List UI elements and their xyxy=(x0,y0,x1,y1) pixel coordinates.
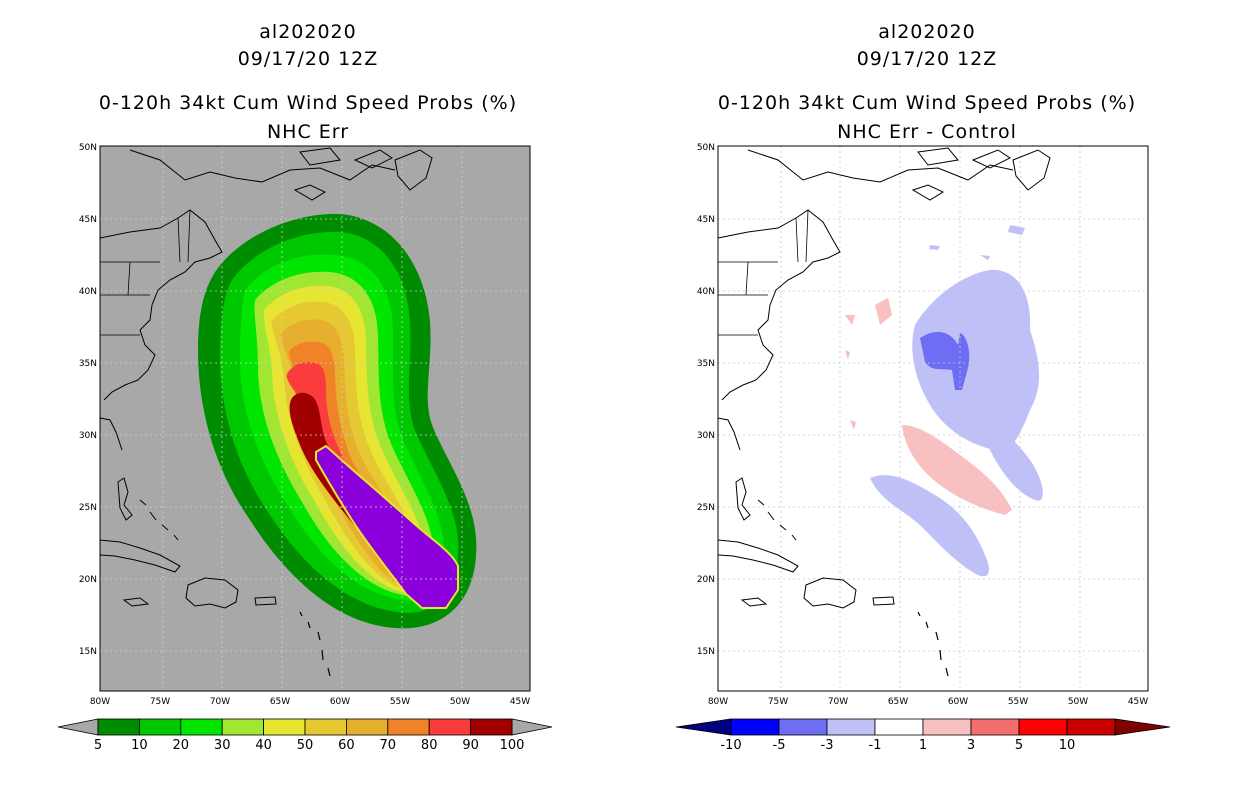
left-lat-label: 20N xyxy=(79,575,97,585)
right-lon-label: 80W xyxy=(708,697,728,707)
right-colorbar-label: -1 xyxy=(869,738,882,753)
right-colorbar-label: -10 xyxy=(720,738,741,753)
right-lon-label: 50W xyxy=(1068,697,1088,707)
left-lon-label: 75W xyxy=(150,697,170,707)
right-lon-label: 70W xyxy=(828,697,848,707)
right-colorbar-swatch xyxy=(826,718,876,736)
right-colorbar-swatch xyxy=(730,718,780,736)
right-colorbar-swatch xyxy=(970,718,1020,736)
left-datetime: 09/17/20 12Z xyxy=(237,48,379,70)
right-product-title: 0-120h 34kt Cum Wind Speed Probs (%) xyxy=(717,92,1137,114)
left-product-title: 0-120h 34kt Cum Wind Speed Probs (%) xyxy=(98,92,518,114)
right-colorbar-label: -3 xyxy=(821,738,834,753)
right-lon-label: 65W xyxy=(888,697,908,707)
left-lat-label: 30N xyxy=(79,431,97,441)
right-lat-label: 45N xyxy=(697,215,715,225)
left-colorbar-swatch xyxy=(345,718,389,736)
left-colorbar-swatch xyxy=(428,718,472,736)
right-colorbar-swatch xyxy=(874,718,924,736)
left-colorbar-label: 30 xyxy=(214,738,231,753)
left-lon-label: 50W xyxy=(450,697,470,707)
left-colorbar-swatch xyxy=(138,718,182,736)
left-colorbar-label: 80 xyxy=(421,738,438,753)
right-lon-label: 55W xyxy=(1008,697,1028,707)
right-lat-labels: 50N 45N 40N 35N 30N 25N 20N 15N xyxy=(697,143,715,657)
left-colorbar-swatch xyxy=(304,718,347,736)
left-colorbar: 5 10 20 30 40 50 60 70 80 90 100 xyxy=(57,718,553,753)
right-colorbar-label: -5 xyxy=(773,738,786,753)
left-grid xyxy=(100,146,530,691)
left-colorbar-swatch xyxy=(263,718,306,736)
left-probability-contours xyxy=(198,213,477,629)
left-map xyxy=(99,145,531,692)
left-colorbar-swatch xyxy=(470,718,513,736)
left-colorbar-swatch xyxy=(97,718,140,736)
right-lon-label: 60W xyxy=(948,697,968,707)
right-lat-label: 40N xyxy=(697,287,715,297)
right-colorbar-label: 1 xyxy=(919,738,927,753)
left-lat-label: 40N xyxy=(79,287,97,297)
right-map xyxy=(717,145,1149,692)
left-lat-label: 25N xyxy=(79,503,97,513)
left-lat-label: 45N xyxy=(79,215,97,225)
left-subtitle: NHC Err xyxy=(266,121,350,143)
right-colorbar-label: 3 xyxy=(967,738,975,753)
left-colorbar-label: 5 xyxy=(94,738,102,753)
right-lat-label: 35N xyxy=(697,359,715,369)
left-colorbar-label: 100 xyxy=(500,738,525,753)
left-lat-label: 50N xyxy=(79,143,97,153)
right-colorbar-swatch xyxy=(1066,718,1116,736)
right-map-frame xyxy=(717,145,1149,692)
right-difference-contours xyxy=(845,225,1043,577)
left-lat-label: 35N xyxy=(79,359,97,369)
left-colorbar-swatch xyxy=(387,718,430,736)
left-lon-labels: 80W 75W 70W 65W 60W 55W 50W 45W xyxy=(90,697,530,707)
right-map-background xyxy=(718,146,1148,691)
left-colorbar-label: 90 xyxy=(462,738,479,753)
left-colorbar-label: 10 xyxy=(131,738,148,753)
left-lon-label: 55W xyxy=(390,697,410,707)
right-colorbar-swatch xyxy=(778,718,828,736)
right-lat-label: 30N xyxy=(697,431,715,441)
left-colorbar-left-arrow xyxy=(57,718,99,736)
left-colorbar-swatch xyxy=(180,718,223,736)
right-colorbar-swatch xyxy=(1018,718,1068,736)
right-colorbar-left-arrow xyxy=(675,718,732,736)
left-lon-label: 80W xyxy=(90,697,110,707)
right-lat-label: 20N xyxy=(697,575,715,585)
right-colorbar-right-arrow xyxy=(1114,718,1171,736)
left-lon-label: 70W xyxy=(210,697,230,707)
right-lon-label: 75W xyxy=(768,697,788,707)
left-colorbar-right-arrow xyxy=(511,718,553,736)
left-lat-labels: 50N 45N 40N 35N 30N 25N 20N 15N xyxy=(79,143,97,657)
right-lat-label: 50N xyxy=(697,143,715,153)
right-colorbar-swatch xyxy=(922,718,972,736)
right-storm-id: al202020 xyxy=(878,21,976,43)
left-lon-label: 65W xyxy=(270,697,290,707)
right-lat-label: 15N xyxy=(697,647,715,657)
left-lon-label: 45W xyxy=(510,697,530,707)
left-colorbar-label: 50 xyxy=(297,738,314,753)
right-lat-label: 25N xyxy=(697,503,715,513)
left-lat-label: 15N xyxy=(79,647,97,657)
right-colorbar-label: 5 xyxy=(1015,738,1023,753)
right-colorbar-label: 10 xyxy=(1059,738,1076,753)
left-map-frame xyxy=(99,145,531,692)
left-colorbar-label: 20 xyxy=(173,738,190,753)
left-colorbar-label: 70 xyxy=(380,738,397,753)
right-grid xyxy=(718,146,1148,691)
left-colorbar-swatch xyxy=(221,718,264,736)
right-colorbar: -10 -5 -3 -1 1 3 5 10 xyxy=(675,718,1171,753)
right-lon-labels: 80W 75W 70W 65W 60W 55W 50W 45W xyxy=(708,697,1148,707)
right-subtitle: NHC Err - Control xyxy=(837,121,1017,143)
left-colorbar-label: 60 xyxy=(338,738,355,753)
right-datetime: 09/17/20 12Z xyxy=(856,48,998,70)
left-storm-id: al202020 xyxy=(259,21,357,43)
right-lon-label: 45W xyxy=(1128,697,1148,707)
left-lon-label: 60W xyxy=(330,697,350,707)
left-colorbar-label: 40 xyxy=(255,738,272,753)
